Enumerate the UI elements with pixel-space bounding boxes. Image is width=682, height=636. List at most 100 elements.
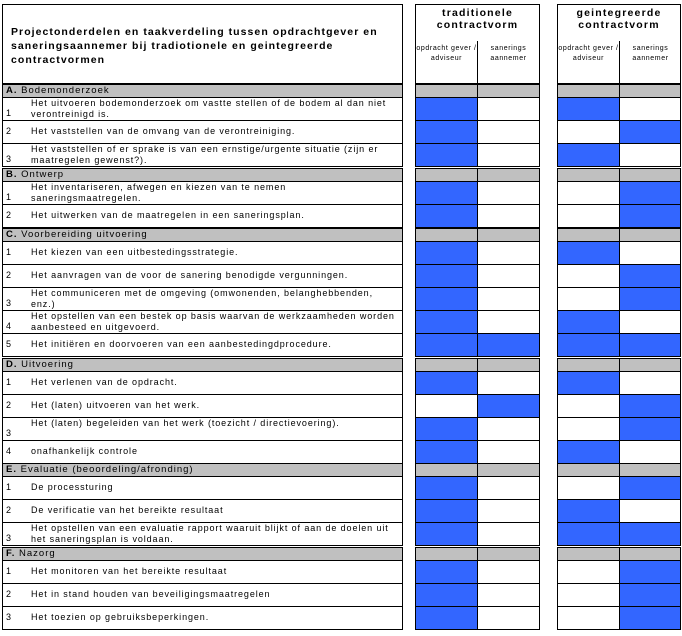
row-text: Het inventariseren, afwegen en kiezen va… xyxy=(31,182,287,203)
section-header-cell xyxy=(477,84,540,98)
row-number: 2 xyxy=(6,400,12,410)
task-mark-cell xyxy=(619,606,681,630)
row-text: Het aanvragen van de voor de sanering be… xyxy=(31,270,349,280)
table-row: 2 Het (laten) uitvoeren van het werk. xyxy=(2,394,403,418)
task-mark-cell xyxy=(619,522,681,546)
task-mark-cell xyxy=(477,371,540,395)
section-header-cell xyxy=(415,228,478,242)
table-row: 2 Het vaststellen van de omvang van de ve… xyxy=(2,120,403,144)
section-title: D. Uitvoering xyxy=(6,359,74,370)
task-mark-cell xyxy=(619,143,681,167)
row-number: 3 xyxy=(6,612,12,622)
table-row: 1 De processturing xyxy=(2,476,403,500)
table-row: 4 onafhankelijk controle xyxy=(2,440,403,464)
task-mark-cell xyxy=(477,310,540,334)
task-mark-cell xyxy=(477,394,540,418)
row-text: De verificatie van het bereikte resultaa… xyxy=(31,505,224,515)
row-text: Het uitwerken van de maatregelen in een … xyxy=(31,210,305,220)
section-header-cell xyxy=(619,228,681,242)
section-letter: B. xyxy=(6,169,18,180)
row-number: 2 xyxy=(6,505,12,515)
section-header-cell xyxy=(477,358,540,372)
section-header-cell xyxy=(477,228,540,242)
row-number: 4 xyxy=(6,321,12,331)
section-header-cell xyxy=(619,84,681,98)
task-mark-cell xyxy=(619,97,681,121)
row-number: 4 xyxy=(6,446,12,456)
task-mark-cell xyxy=(415,440,478,464)
table-row: 2 Het in stand houden van beveiligingsmaa… xyxy=(2,583,403,607)
task-mark-cell xyxy=(477,241,540,265)
row-number: 2 xyxy=(6,589,12,599)
section-letter: E. xyxy=(6,464,17,475)
task-mark-cell xyxy=(477,522,540,546)
task-mark-cell xyxy=(557,476,620,500)
row-number: 3 xyxy=(6,298,12,308)
row-number: 1 xyxy=(6,192,12,202)
row-number: 2 xyxy=(6,126,12,136)
task-mark-cell xyxy=(557,204,620,228)
row-text: Het vaststellen van de omvang van de ver… xyxy=(31,126,296,136)
task-mark-cell xyxy=(557,264,620,288)
table-row: 5 Het initiëren en doorvoeren van een aan… xyxy=(2,333,403,357)
section-header: E. Evaluatie (beoordeling/afronding) xyxy=(2,463,403,477)
task-mark-cell xyxy=(415,417,478,441)
task-mark-cell xyxy=(619,440,681,464)
row-text: Het (laten) uitvoeren van het werk. xyxy=(31,400,201,410)
task-mark-cell xyxy=(619,287,681,311)
task-mark-cell xyxy=(477,264,540,288)
row-text: Het (laten) begeleiden van het werk (toe… xyxy=(31,418,340,428)
section-header-cell xyxy=(557,84,620,98)
traditional-title: traditionele contractvorm xyxy=(436,7,519,31)
row-number: 1 xyxy=(6,108,12,118)
row-number: 3 xyxy=(6,428,12,438)
task-mark-cell xyxy=(477,583,540,607)
section-header-cell xyxy=(477,547,540,561)
row-text: De processturing xyxy=(31,482,114,492)
task-mark-cell xyxy=(557,606,620,630)
section-header-cell xyxy=(415,168,478,182)
task-mark-cell xyxy=(477,476,540,500)
task-mark-cell xyxy=(557,287,620,311)
section-header-cell xyxy=(619,547,681,561)
task-mark-cell xyxy=(415,394,478,418)
integrated-title: geintegreerde contractvorm xyxy=(576,7,662,31)
task-mark-cell xyxy=(557,310,620,334)
section-name: Nazorg xyxy=(19,548,56,559)
section-name: Ontwerp xyxy=(21,169,65,180)
task-mark-cell xyxy=(477,120,540,144)
task-mark-cell xyxy=(619,417,681,441)
task-mark-cell xyxy=(415,606,478,630)
row-number: 1 xyxy=(6,482,12,492)
task-mark-cell xyxy=(557,241,620,265)
task-mark-cell xyxy=(415,499,478,523)
task-mark-cell xyxy=(557,522,620,546)
section-name: Evaluatie (beoordeling/afronding) xyxy=(20,464,194,475)
task-mark-cell xyxy=(557,583,620,607)
section-header: F. Nazorg xyxy=(2,547,403,561)
table-row: 2 De verificatie van het bereikte resulta… xyxy=(2,499,403,523)
integrated-col2-label: sanerings aannemer xyxy=(632,45,669,62)
table-row: 1 Het kiezen van een uitbestedingsstrateg… xyxy=(2,241,403,265)
task-mark-cell xyxy=(619,120,681,144)
row-text: Het verlenen van de opdracht. xyxy=(31,377,178,387)
section-header-cell xyxy=(415,547,478,561)
section-header-cell xyxy=(557,228,620,242)
task-mark-cell xyxy=(619,181,681,205)
traditional-header: traditionele contractvorm opdracht gever… xyxy=(415,4,540,84)
task-mark-cell xyxy=(415,560,478,584)
row-text: Het initiëren en doorvoeren van een aanb… xyxy=(31,339,332,349)
integrated-header: geintegreerde contractvorm opdracht geve… xyxy=(557,4,681,84)
task-mark-cell xyxy=(415,476,478,500)
task-mark-cell xyxy=(619,560,681,584)
task-mark-cell xyxy=(477,97,540,121)
section-header: C. Voorbereiding uitvoering xyxy=(2,228,403,242)
table-row: 3 Het vaststellen of er sprake is van een… xyxy=(2,143,403,167)
section-letter: F. xyxy=(6,548,16,559)
task-mark-cell xyxy=(619,499,681,523)
task-mark-cell xyxy=(477,204,540,228)
section-header: B. Ontwerp xyxy=(2,168,403,182)
table-row: 1 Het verlenen van de opdracht. xyxy=(2,371,403,395)
title-box: Projectonderdelen en taakverdeling tusse… xyxy=(2,4,403,84)
